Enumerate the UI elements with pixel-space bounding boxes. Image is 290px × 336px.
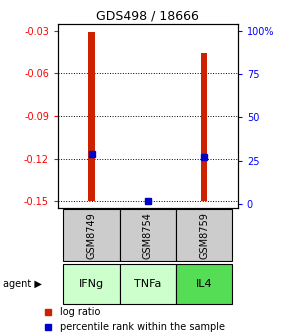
Text: IL4: IL4 <box>196 279 212 289</box>
Text: log ratio: log ratio <box>60 307 101 318</box>
Text: agent ▶: agent ▶ <box>3 279 42 289</box>
Text: percentile rank within the sample: percentile rank within the sample <box>60 322 225 332</box>
Text: GSM8749: GSM8749 <box>87 212 97 259</box>
Title: GDS498 / 18666: GDS498 / 18666 <box>97 9 199 23</box>
Text: TNFa: TNFa <box>134 279 162 289</box>
Text: GSM8759: GSM8759 <box>199 212 209 259</box>
Bar <box>176 209 232 261</box>
Text: IFNg: IFNg <box>79 279 104 289</box>
Text: GSM8754: GSM8754 <box>143 212 153 259</box>
Bar <box>176 264 232 304</box>
Bar <box>88 32 95 201</box>
Bar <box>144 198 151 201</box>
Bar <box>119 264 176 304</box>
Bar <box>119 209 176 261</box>
Bar <box>201 53 207 201</box>
Bar <box>64 264 120 304</box>
Bar <box>64 209 120 261</box>
